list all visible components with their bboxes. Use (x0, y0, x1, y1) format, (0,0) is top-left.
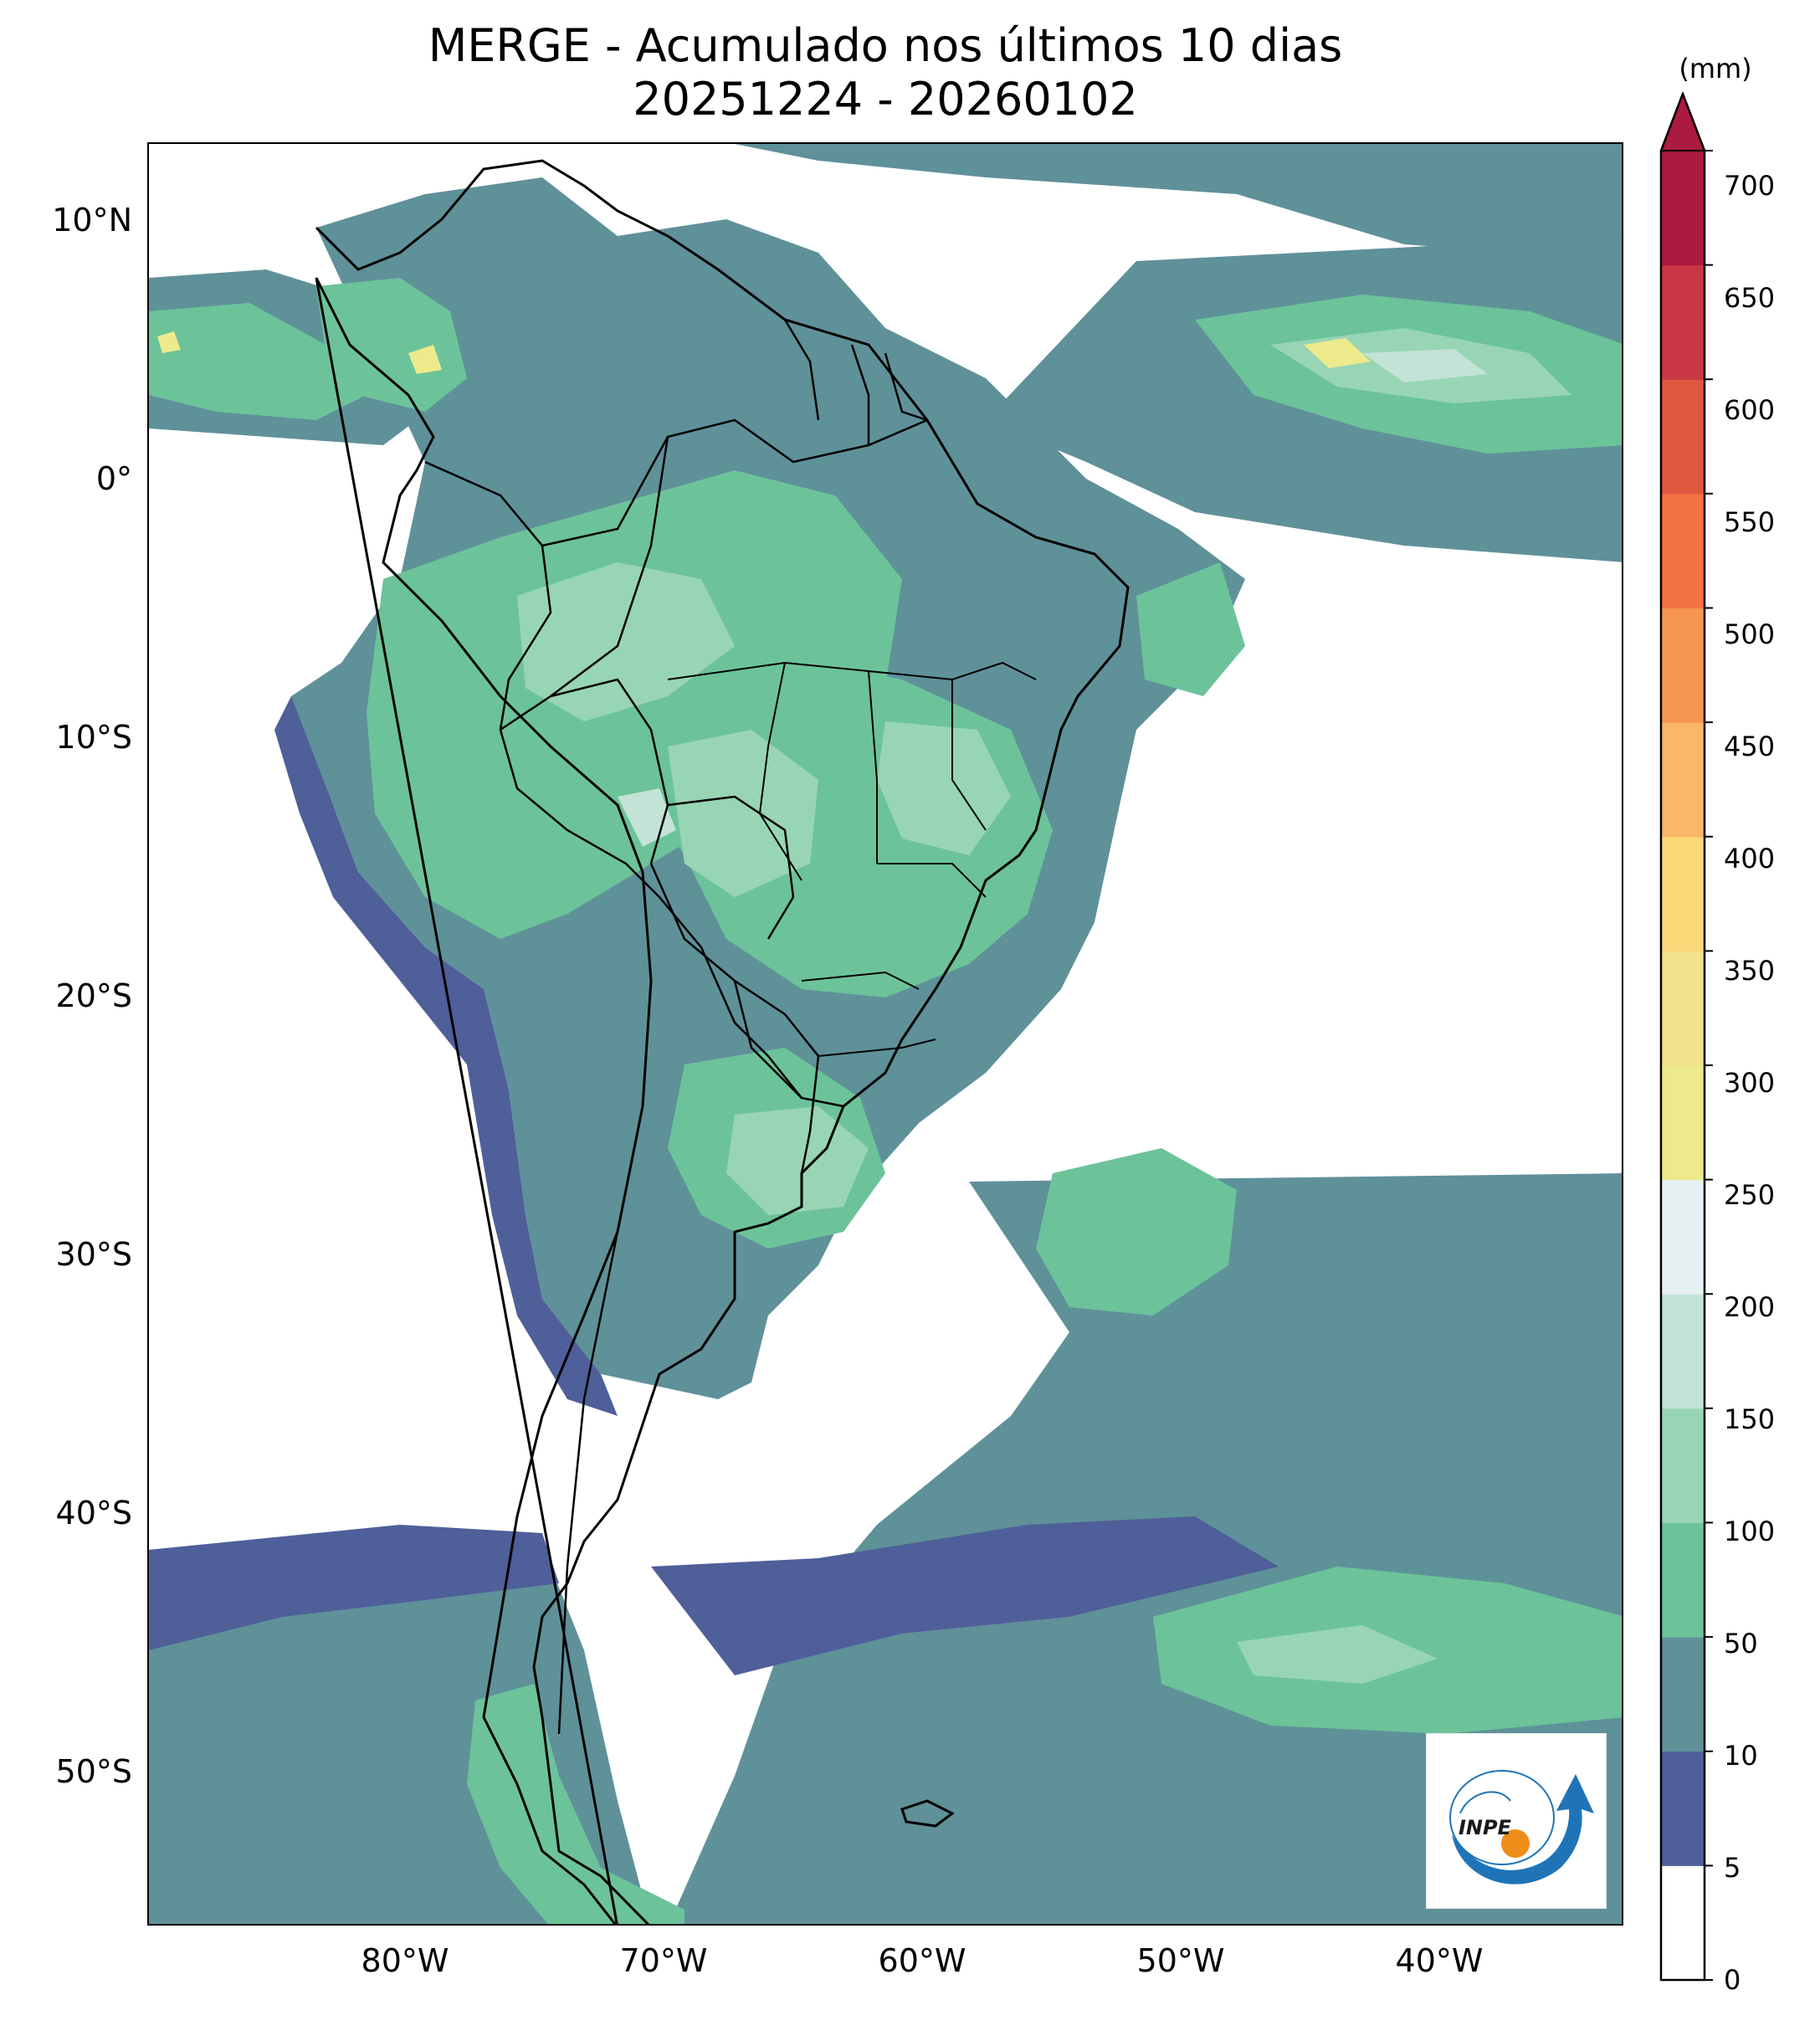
precip-field-andes-margin (274, 696, 618, 1416)
precip-field-colombia-50 (316, 278, 467, 412)
brazil-border (499, 418, 1130, 1108)
inpe-logo: INPE (1426, 1733, 1607, 1909)
map-title-line1: MERGE - Acumulado nos últimos 10 dias (428, 19, 1343, 72)
colorbar-label-350: 350 (1724, 955, 1776, 987)
precipitation-map (147, 142, 1623, 1926)
colorbar-segment (1661, 836, 1705, 951)
precip-field-peru-150 (618, 788, 676, 847)
lon-label-80w: 80°W (361, 1942, 449, 1979)
andean-borders (424, 436, 795, 1016)
colorbar-ticks (1705, 150, 1713, 1981)
colorbar-label-10: 10 (1724, 1740, 1758, 1772)
inpe-logo-text: INPE (1459, 1816, 1512, 1839)
lat-label-0: 0° (95, 460, 132, 497)
precip-field-south-brazil-50 (1036, 1148, 1237, 1316)
colorbar-segments (1661, 151, 1705, 1981)
colorbar-segment (1661, 1751, 1705, 1866)
lon-label-40w: 40°W (1395, 1942, 1484, 1979)
lon-label-50w: 50°W (1136, 1942, 1225, 1979)
lat-label-30s: 30°S (55, 1236, 132, 1273)
colorbar-segment (1661, 1294, 1705, 1409)
precip-field-pacific-50 (149, 303, 367, 420)
precip-field-northeast-50 (1136, 562, 1245, 696)
precip-field-itcz-250 (1304, 338, 1371, 368)
precip-field-mato-grosso-100 (877, 721, 1011, 855)
colorbar-outline (1659, 92, 1706, 1982)
lon-label-60w: 60°W (878, 1942, 966, 1979)
colorbar-segment (1661, 951, 1705, 1066)
colorbar-segment (1661, 1408, 1705, 1523)
country-borders (424, 319, 1130, 1735)
colorbar-label-500: 500 (1724, 618, 1776, 650)
colorbar-label-650: 650 (1724, 282, 1776, 314)
precip-field-colombia-250 (408, 345, 442, 374)
lat-label-40s: 40°S (55, 1495, 132, 1531)
lat-label-20s: 20°S (55, 977, 132, 1014)
map-canvas (149, 144, 1622, 1924)
colorbar (1659, 92, 1713, 1982)
colorbar-label-250: 250 (1724, 1179, 1776, 1211)
colorbar-label-550: 550 (1724, 506, 1776, 538)
precip-field-atlantic-margin (651, 1516, 1279, 1675)
brazil-state-lines (667, 661, 1037, 1057)
precip-field-pacific-250 (157, 331, 181, 353)
colorbar-segment (1661, 379, 1705, 495)
colorbar-unit: (mm) (1679, 53, 1752, 85)
colorbar-label-150: 150 (1724, 1403, 1776, 1435)
colorbar-segment (1661, 1522, 1705, 1638)
colorbar-segment (1661, 722, 1705, 838)
colorbar-label-100: 100 (1724, 1516, 1776, 1547)
colorbar-segment (1661, 151, 1705, 266)
guianas-borders (783, 319, 928, 445)
colorbar-label-50: 50 (1724, 1628, 1758, 1659)
colorbar-label-600: 600 (1724, 394, 1776, 426)
lat-label-50s: 50°S (55, 1753, 132, 1790)
precip-field-bolivia-100 (668, 730, 818, 897)
colorbar-label-0: 0 (1724, 1964, 1741, 1996)
precip-field-atlantic-100 (1237, 1625, 1438, 1684)
colorbar-label-300: 300 (1724, 1067, 1776, 1099)
colorbar-segment (1661, 1065, 1705, 1181)
colorbar-label-400: 400 (1724, 843, 1776, 874)
colorbar-extend-arrow (1659, 92, 1706, 151)
colorbar-segment (1661, 493, 1705, 608)
colorbar-segment (1661, 608, 1705, 723)
state-borders (667, 661, 1037, 1057)
lat-label-10n: 10°N (52, 202, 132, 238)
precip-field-cape-horn-50 (467, 1684, 684, 1924)
colorbar-label-5: 5 (1724, 1852, 1741, 1884)
colorbar-segment (1661, 1637, 1705, 1752)
colorbar-label-450: 450 (1724, 731, 1776, 762)
colorbar-segment (1661, 1179, 1705, 1295)
colorbar-label-700: 700 (1724, 170, 1776, 202)
colorbar-segment (1661, 1865, 1705, 1981)
colorbar-label-200: 200 (1724, 1291, 1776, 1323)
map-title-date-range: 20251224 - 20260102 (633, 73, 1138, 126)
lat-label-10s: 10°S (55, 719, 132, 756)
southern-cone-borders (557, 980, 820, 1735)
colorbar-segment (1661, 264, 1705, 380)
precip-field-patagonia-margin (149, 1525, 559, 1650)
precipitation-fields (149, 144, 1622, 1924)
precip-field-itcz-150 (1362, 349, 1488, 382)
lon-label-70w: 70°W (619, 1942, 708, 1979)
precip-field-north-atlantic (735, 144, 1622, 261)
inpe-logo-graphic: INPE (1449, 1770, 1594, 1885)
falkland-islands (900, 1799, 955, 1828)
